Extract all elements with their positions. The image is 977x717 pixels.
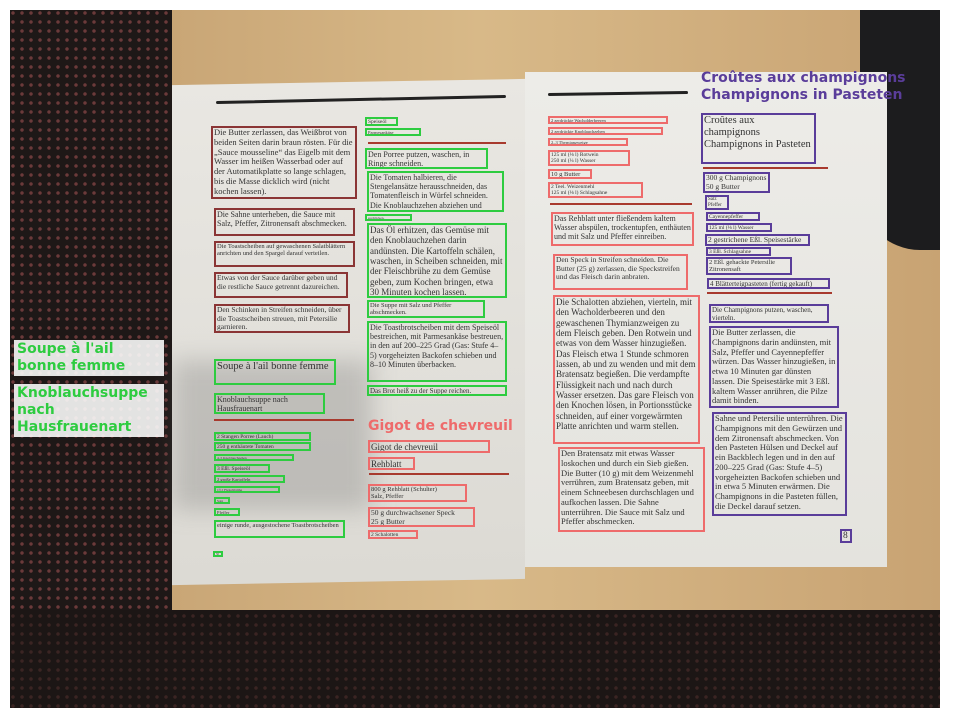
annotated-text-block: 2 große Kartoffeln — [214, 475, 285, 483]
right-page — [525, 72, 887, 567]
annotated-text-block: Pfeffer — [214, 508, 240, 516]
red-rule — [368, 142, 506, 144]
annotated-text-block: 800 g Rehblatt (Schulter) Salz, Pfeffer — [368, 484, 467, 502]
shadow — [10, 610, 940, 708]
annotated-text-block: 2 Teel. Weizenmehl 125 ml (⅛ l) Schlagsa… — [548, 182, 643, 198]
annotated-text-block: 50 — [213, 551, 223, 557]
annotated-text-block: Das Öl erhitzen, das Gemüse mit den Knob… — [367, 223, 507, 298]
annotated-text-block: Das Rehblatt unter fließendem kaltem Was… — [551, 212, 694, 246]
annotated-text-block: Die Sahne unterheben, die Sauce mit Salz… — [214, 208, 355, 236]
annotated-text-block: Den Bratensatz mit etwas Wasser loskoche… — [558, 447, 705, 532]
annotated-text-block: Salz — [214, 497, 230, 504]
annotated-text-block: Parmesankäse — [365, 128, 421, 136]
annotated-text-block: 125 ml (⅛ l) Wasser — [706, 223, 772, 232]
annotated-text-block: 2–3 Thymianzweige — [548, 138, 628, 146]
annotated-text-block: 3 Eßl. Speiseöl — [214, 464, 270, 473]
red-rule — [707, 292, 832, 294]
annotated-text-block: Die Toastscheiben auf gewaschenen Salatb… — [214, 241, 355, 267]
annotated-text-block: 125 ml (⅛ l) Rotwein 250 ml (¼ l) Wasser — [548, 150, 630, 166]
annotated-text-block: 250 g enthäutete Tomaten — [214, 442, 311, 451]
overlay-label-croutes: Croûtes aux champignons Champignons in P… — [701, 70, 906, 103]
red-rule — [703, 167, 828, 169]
page-shadow — [172, 360, 372, 510]
annotated-text-block: Gigot de chevreuil — [368, 440, 490, 453]
annotated-text-block: Die Butter zerlassen, das Weißbrot von b… — [211, 126, 357, 199]
annotated-text-block: Die Butter zerlassen, die Champignons da… — [709, 326, 839, 408]
annotated-text-block: 10 g Butter — [548, 169, 592, 179]
annotated-text-block: Das Brot heiß zu der Suppe reichen. — [367, 385, 507, 396]
overlay-label-soupe: Soupe à l'ail bonne femme — [14, 340, 164, 376]
overlay-label-gigot: Gigot de chevreuil — [368, 418, 513, 434]
annotated-text-block: Den Porree putzen, waschen, in Ringe sch… — [365, 148, 488, 169]
annotated-text-block: 4 Blätterteigpasteten (fertig gekauft) — [707, 278, 830, 289]
annotated-text-block: Rehblatt — [368, 457, 415, 470]
overlay-label-knoblauchsuppe: Knoblauchsuppe nach Hausfrauenart — [14, 384, 164, 437]
annotated-text-block: 2 Eßl. gehackte Petersilie Zitronensaft — [706, 257, 792, 275]
annotated-text-block: Den Speck in Streifen schneiden. Die But… — [553, 254, 688, 290]
annotated-text-block: 3 Eßl. Schlagsahne — [706, 247, 771, 256]
annotated-text-block: Cayennepfeffer — [706, 212, 760, 221]
annotated-text-block: 2 Stangen Porree (Lauch) — [214, 432, 311, 441]
annotated-text-block: 2 zerdrückte Wacholderbeeren — [548, 116, 668, 124]
annotated-text-block: Sahne und Petersilie unterrühren. Die Ch… — [712, 412, 847, 516]
annotated-text-block: 2 zerdrückte Knoblauchzehen — [548, 127, 663, 135]
annotated-text-block: Etwas von der Sauce darüber geben und di… — [214, 272, 348, 298]
annotated-text-block: Speiseöl — [365, 117, 398, 126]
red-rule — [550, 203, 692, 205]
cookbook-photo — [10, 10, 940, 708]
annotated-text-block: Die Schalotten abziehen, vierteln, mit d… — [553, 295, 700, 444]
annotated-text-block: Den Schinken in Streifen schneiden, über… — [214, 304, 350, 333]
annotated-text-block: Die Toastbrotscheiben mit dem Speiseöl b… — [367, 321, 507, 382]
annotated-text-block: Knoblauchsuppe nach Hausfrauenart — [214, 393, 325, 414]
annotated-text-block: Soupe à l'ail bonne femme — [214, 359, 336, 385]
annotated-text-block: 300 g Champignons 50 g Butter — [703, 172, 770, 193]
annotated-text-block: Croûtes aux champignons Champignons in P… — [701, 113, 816, 164]
annotated-text-block: Salz Pfeffer — [705, 195, 729, 210]
annotated-text-block: 4–5 Knoblauchzehen — [214, 454, 294, 461]
annotated-text-block: 8 — [840, 529, 852, 543]
annotated-text-block: Die Tomaten halbieren, die Stengelansätz… — [367, 171, 504, 212]
annotated-text-block: 50 g durchwachsener Speck 25 g Butter — [368, 507, 475, 527]
annotated-text-block: 2 Schalotten — [368, 530, 418, 539]
red-rule — [214, 419, 354, 421]
red-rule — [369, 473, 509, 475]
annotated-text-block: zerdrücken. — [365, 214, 412, 221]
annotated-text-block: 2 gestrichene Eßl. Speisestärke — [705, 234, 810, 246]
annotated-text-block: 1½ l Fleischbrühe — [214, 486, 280, 493]
annotated-text-block: einige runde, ausgestochene Toastbrotsch… — [214, 520, 345, 538]
annotated-text-block: Die Suppe mit Salz und Pfeffer abschmeck… — [367, 300, 485, 318]
annotated-text-block: Die Champignons putzen, waschen, viertel… — [709, 304, 829, 323]
